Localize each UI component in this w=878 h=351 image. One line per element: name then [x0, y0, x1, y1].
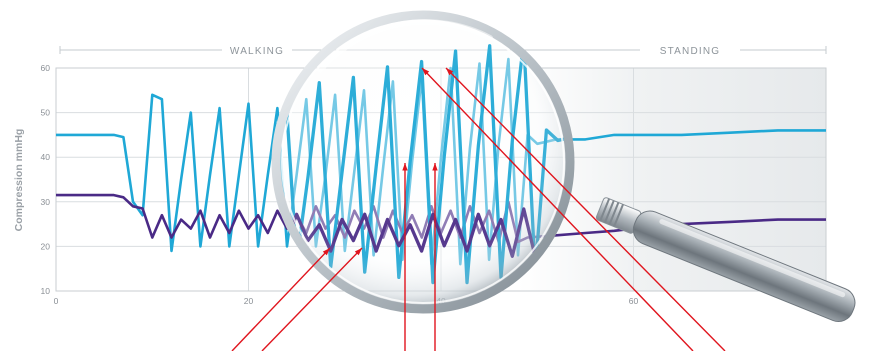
y-tick-labels: 10 20 30 40 50 60	[41, 63, 51, 296]
annotation-arrows	[231, 67, 726, 351]
y-tick-label: 30	[41, 197, 51, 207]
arrow-head	[322, 248, 330, 256]
arrow-head	[402, 163, 408, 171]
annotation-arrow	[421, 67, 694, 351]
y-tick-label: 10	[41, 286, 51, 296]
y-tick-label: 20	[41, 241, 51, 251]
arrow-head	[446, 68, 454, 76]
annotation-arrow	[445, 67, 726, 351]
x-tick-labels: 0204060	[54, 296, 639, 306]
y-tick-label: 60	[41, 63, 51, 73]
magnifier-icon	[271, 10, 856, 323]
arrow-head	[422, 68, 430, 76]
phase-label-walking: WALKING	[230, 46, 284, 57]
y-axis-title: Compression mmHg	[13, 129, 25, 232]
magnifier-handle	[595, 197, 856, 323]
phase-label-standing: STANDING	[660, 46, 721, 57]
arrow-head	[354, 248, 362, 256]
y-tick-label: 50	[41, 108, 51, 118]
annotation-arrow	[231, 247, 331, 351]
y-tick-label: 40	[41, 152, 51, 162]
x-tick-label: 60	[629, 296, 639, 306]
annotation-arrow	[261, 247, 363, 351]
arrow-head	[432, 163, 438, 171]
x-tick-label: 0	[54, 296, 59, 306]
x-tick-label: 20	[244, 296, 254, 306]
